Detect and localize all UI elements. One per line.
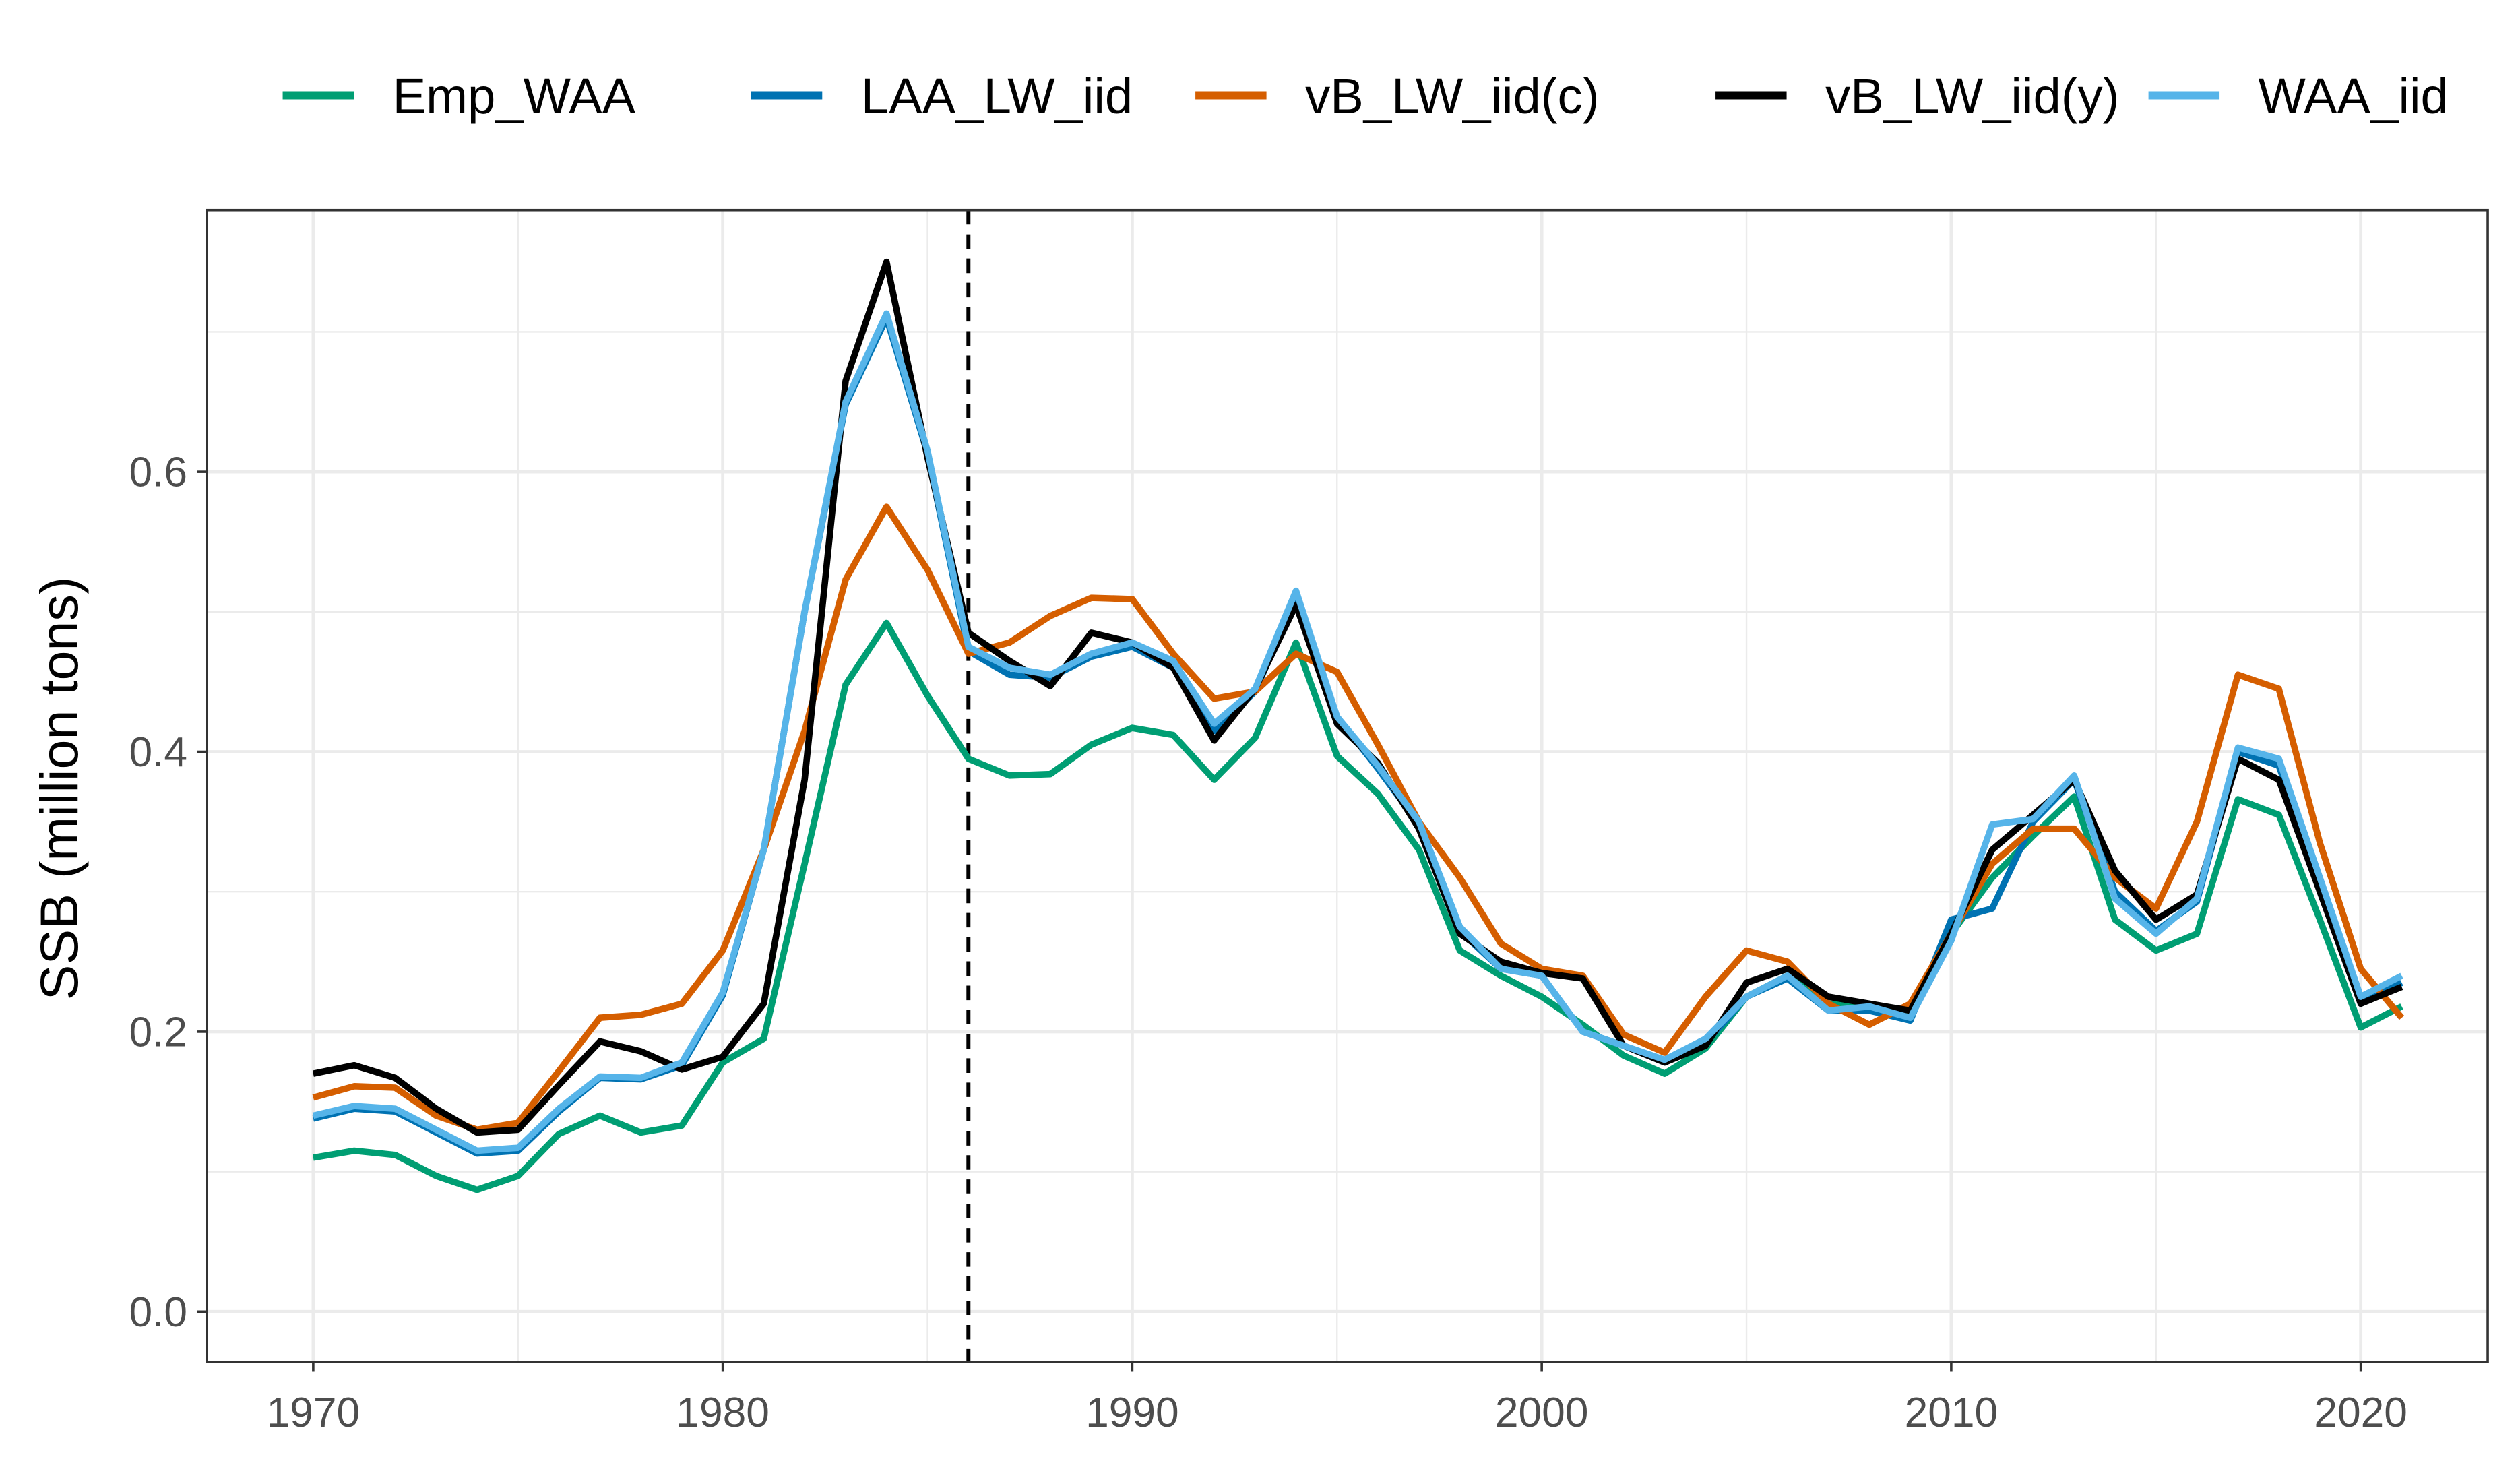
x-tick-label: 2010 [1905,1390,1998,1436]
x-tick-label: 1990 [1085,1390,1179,1436]
y-tick-label: 0.2 [129,1010,187,1056]
series-lines [312,258,2405,1193]
plot-background [206,210,2488,1363]
legend-label: vB_LW_iid(c) [1305,68,1599,124]
y-tick-label: 0.6 [129,449,187,496]
axes: 0.0 0.2 0.4 0.6 1970 1980 1990 2000 2010 2020 [129,449,2407,1436]
gridlines [206,210,2488,1363]
x-tick-label: 2020 [2314,1390,2407,1436]
legend-label: WAA_iid [2259,68,2449,124]
series-line-vb-lw-iid-c- [312,503,2405,1134]
y-axis-label: SSB (million tons) [29,577,89,1001]
y-tick-label: 0.0 [129,1289,187,1336]
legend-label: vB_LW_iid(y) [1825,68,2119,124]
legend-label: Emp_WAA [393,68,636,124]
series-line-waa-iid [312,310,2403,1154]
x-tick-label: 1980 [676,1390,769,1436]
x-tick-label: 1970 [267,1390,360,1436]
legend-label: LAA_LW_iid [861,68,1133,124]
x-tick-label: 2000 [1495,1390,1589,1436]
legend: Emp_WAA LAA_LW_iid vB_LW_iid(c) vB_LW_iid(y… [282,68,2449,124]
series-line-emp-waa [313,619,2403,1193]
y-tick-label: 0.4 [129,729,187,776]
plot-panel-border [206,208,2489,1363]
